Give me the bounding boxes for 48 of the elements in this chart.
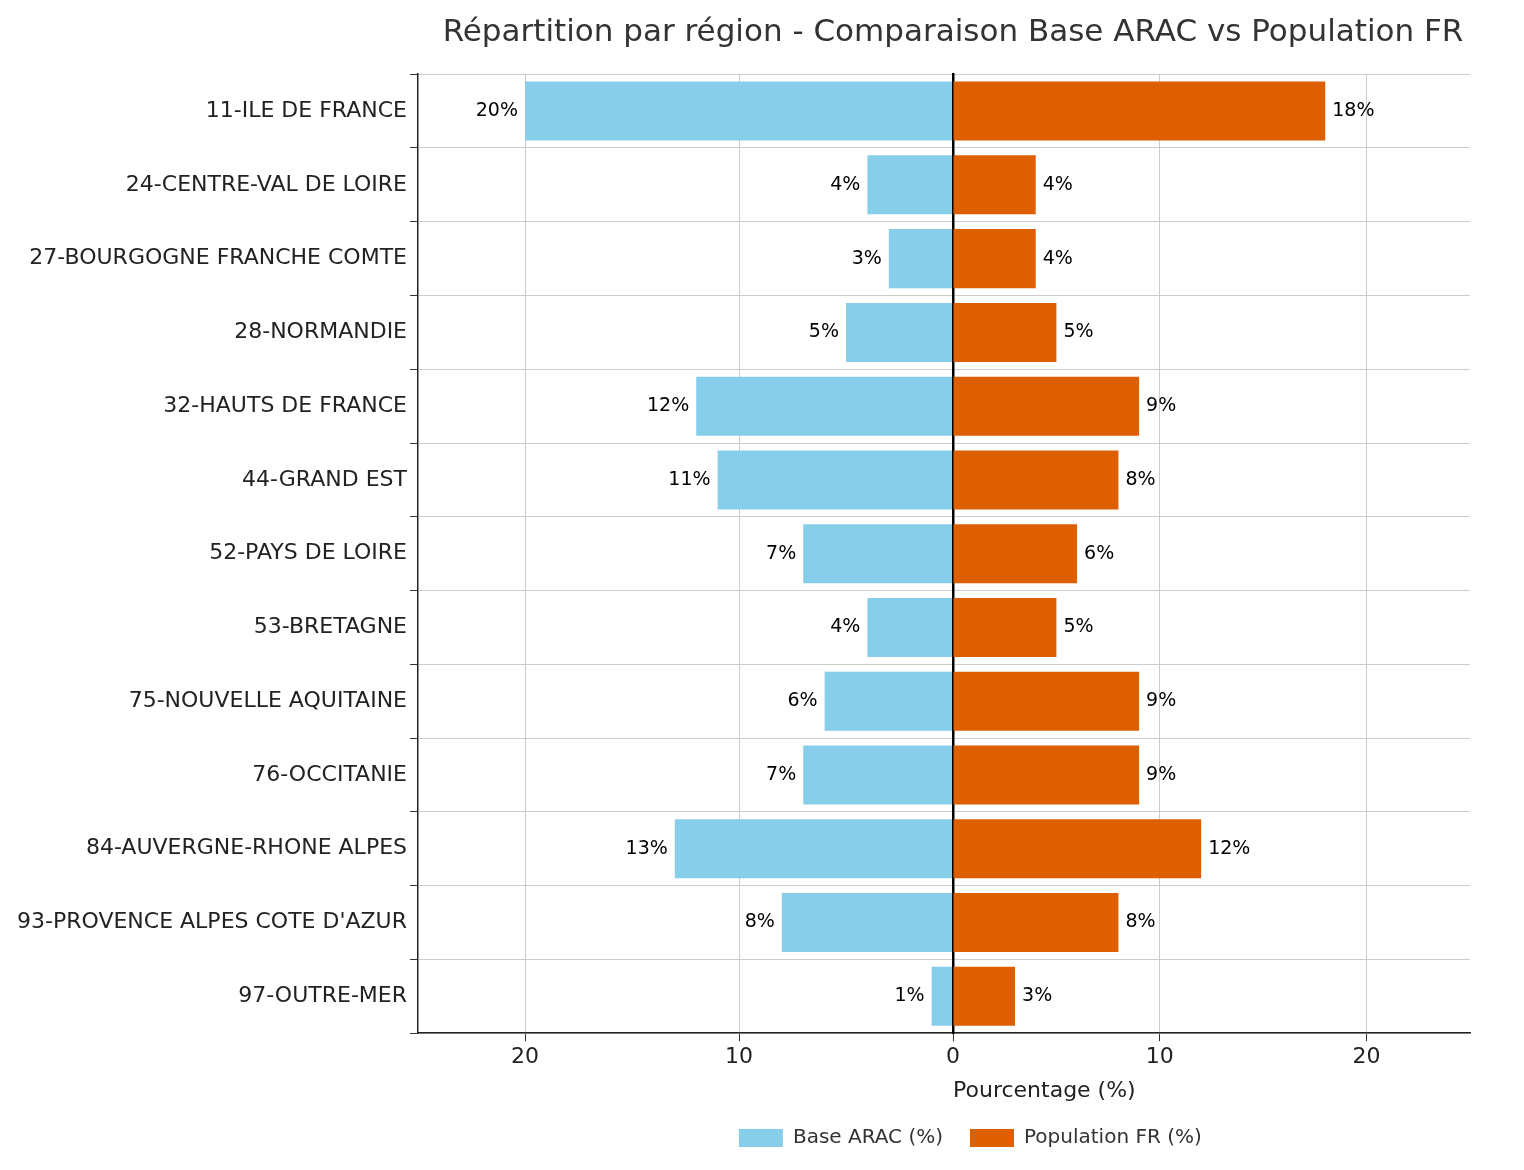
data-label: 7%: [766, 540, 797, 563]
data-label: 8%: [1125, 909, 1156, 932]
x-tick-label: 10: [1145, 1043, 1174, 1069]
x-tick-label: 20: [1352, 1043, 1381, 1069]
data-label: 5%: [1063, 319, 1094, 342]
data-label: 8%: [1125, 466, 1156, 489]
data-label: 9%: [1146, 688, 1177, 711]
y-tick-label: 75-NOUVELLE AQUITAINE: [128, 686, 408, 712]
y-tick-label: 76-OCCITANIE: [252, 760, 408, 786]
y-tick-label: 53-BRETAGNE: [253, 613, 408, 639]
chart-title: Répartition par région - Comparaison Base ARAC vs Population FR: [442, 12, 1464, 48]
data-label: 6%: [787, 688, 818, 711]
data-label: 9%: [1146, 761, 1177, 784]
y-tick-label: 44-GRAND EST: [242, 465, 408, 491]
y-tick-label: 52-PAYS DE LOIRE: [209, 539, 408, 565]
data-label: 20%: [475, 98, 519, 121]
y-tick-label: 11-ILE DE FRANCE: [205, 96, 408, 122]
y-tick-label: 93-PROVENCE ALPES COTE D'AZUR: [16, 908, 408, 934]
y-tick-label: 24-CENTRE-VAL DE LOIRE: [125, 170, 408, 196]
data-label: 4%: [830, 614, 861, 637]
y-tick-label: 32-HAUTS DE FRANCE: [163, 391, 408, 417]
x-tick-label: 0: [946, 1043, 960, 1069]
data-label: 4%: [1042, 171, 1073, 194]
data-label: 11%: [668, 466, 711, 489]
y-tick-label: 27-BOURGOGNE FRANCHE COMTE: [29, 244, 408, 270]
x-axis-title: Pourcentage (%): [953, 1076, 1136, 1102]
data-label: 4%: [1042, 245, 1073, 268]
y-tick-label: 97-OUTRE-MER: [238, 982, 408, 1008]
data-label: 5%: [1063, 614, 1094, 637]
data-label: 7%: [766, 761, 797, 784]
x-tick-label: 20: [511, 1043, 540, 1069]
x-tick-label: 10: [725, 1043, 754, 1069]
legend-label: Base ARAC (%): [792, 1124, 944, 1149]
data-label: 8%: [744, 909, 775, 932]
y-tick-label: 28-NORMANDIE: [234, 318, 408, 344]
y-tick-label: 84-AUVERGNE-RHONE ALPES: [85, 834, 408, 860]
data-label: 13%: [625, 835, 668, 858]
data-label: 12%: [646, 393, 690, 416]
data-label: 4%: [830, 171, 861, 194]
data-label: 1%: [894, 983, 925, 1006]
data-label: 3%: [851, 245, 882, 268]
data-label: 18%: [1332, 98, 1375, 121]
data-label: 6%: [1084, 540, 1115, 563]
legend-label: Population FR (%): [1024, 1124, 1202, 1149]
data-label: 3%: [1022, 983, 1053, 1006]
data-label: 9%: [1146, 393, 1177, 416]
data-label: 5%: [808, 319, 839, 342]
data-label: 12%: [1208, 835, 1251, 858]
